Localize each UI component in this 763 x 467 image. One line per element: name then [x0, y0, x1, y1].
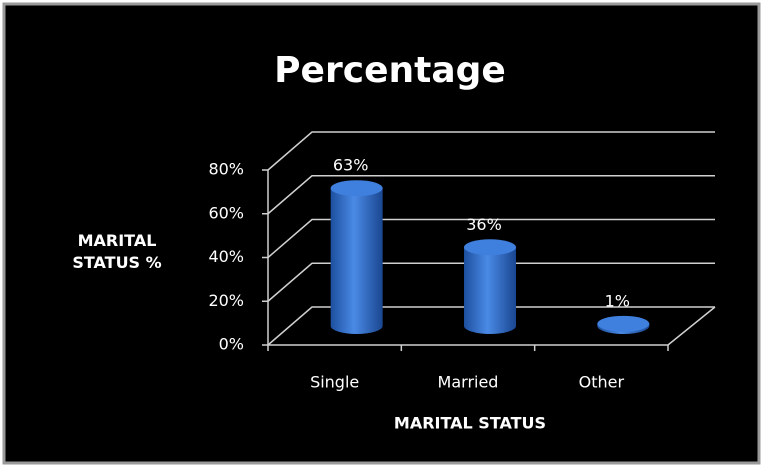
y-tick-label: 0%	[219, 335, 244, 354]
x-tick-label: Single	[310, 373, 359, 392]
x-tick-label: Married	[438, 373, 499, 392]
grid-line	[267, 131, 715, 171]
y-tick-label: 40%	[208, 247, 244, 266]
bar	[464, 239, 516, 334]
bar-body	[464, 247, 516, 334]
data-label: 63%	[333, 156, 369, 175]
bar-body	[330, 188, 383, 334]
data-label: 1%	[605, 291, 630, 310]
bar-top	[597, 315, 650, 332]
grid-line	[267, 306, 715, 346]
x-tick-label: Other	[579, 373, 625, 392]
data-label: 36%	[466, 215, 502, 234]
bar-top	[464, 239, 516, 256]
chart-title: Percentage	[274, 50, 506, 91]
y-tick-label: 20%	[208, 291, 244, 310]
x-axis-label: MARITAL STATUS	[394, 414, 546, 433]
bar-top	[330, 180, 383, 197]
grid-line	[267, 218, 715, 259]
bar	[597, 315, 650, 334]
grid-line	[267, 262, 715, 302]
y-tick-label: 60%	[208, 203, 244, 222]
grid-line	[267, 175, 715, 215]
y-tick-label: 80%	[208, 160, 244, 179]
bar	[330, 180, 383, 334]
y-axis-label: MARITAL STATUS %	[72, 231, 162, 272]
